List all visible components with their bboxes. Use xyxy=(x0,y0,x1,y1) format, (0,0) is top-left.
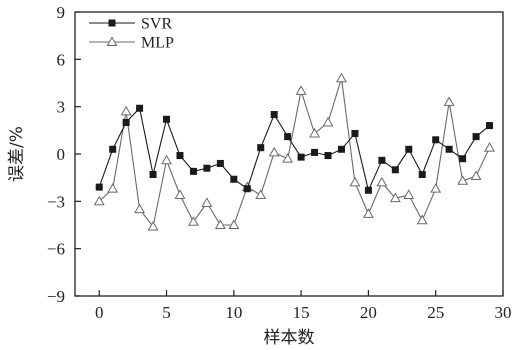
data-point-svr xyxy=(459,155,467,163)
data-point-mlp xyxy=(282,153,294,163)
data-point-mlp xyxy=(349,176,361,187)
data-point-mlp xyxy=(174,189,186,199)
legend: SVR MLP xyxy=(89,16,174,52)
x-tick-label: 30 xyxy=(495,303,512,322)
data-point-svr xyxy=(486,122,494,130)
data-point-mlp xyxy=(147,220,159,231)
x-tick-label: 10 xyxy=(225,303,242,322)
y-tick-label: −6 xyxy=(47,240,65,259)
data-point-mlp xyxy=(416,214,428,225)
data-point-mlp xyxy=(470,170,482,181)
data-point-mlp xyxy=(457,175,469,185)
y-tick-label: −9 xyxy=(47,287,65,306)
data-point-mlp xyxy=(120,105,132,116)
y-tick-label: −3 xyxy=(47,192,65,211)
x-tick-label: 5 xyxy=(162,303,171,322)
y-axis-ticks: 9 6 3 0 −3 −6 −9 xyxy=(47,3,81,306)
y-tick-label: 3 xyxy=(57,98,66,117)
data-point-svr xyxy=(284,133,292,141)
data-point-svr xyxy=(378,156,386,164)
data-point-svr xyxy=(405,145,413,153)
data-point-svr xyxy=(163,115,171,123)
x-tick-label: 20 xyxy=(360,303,377,322)
series-line-svr xyxy=(98,107,490,192)
data-point-mlp xyxy=(187,216,199,226)
x-axis-title: 样本数 xyxy=(264,328,315,348)
data-point-mlp xyxy=(430,183,442,193)
data-point-mlp xyxy=(295,85,307,95)
data-point-mlp xyxy=(134,203,146,214)
data-point-mlp xyxy=(362,208,374,218)
data-point-svr xyxy=(351,129,359,137)
legend-label-mlp: MLP xyxy=(141,35,174,52)
data-point-mlp xyxy=(336,72,347,83)
data-point-svr xyxy=(324,152,332,160)
data-point-svr xyxy=(176,152,184,160)
series-line-mlp xyxy=(98,78,490,228)
series-svr xyxy=(95,104,494,194)
data-point-mlp xyxy=(309,127,321,138)
legend-item-svr: SVR xyxy=(89,16,172,33)
data-point-svr xyxy=(149,171,157,179)
data-point-svr xyxy=(418,171,426,179)
data-point-svr xyxy=(311,148,319,156)
data-point-mlp xyxy=(443,96,455,106)
data-point-mlp xyxy=(255,189,267,199)
x-tick-label: 0 xyxy=(95,303,104,322)
x-tick-label: 15 xyxy=(293,303,310,322)
data-point-mlp xyxy=(201,197,213,207)
x-tick-label: 25 xyxy=(427,303,444,322)
y-tick-label: 9 xyxy=(57,3,66,22)
data-point-svr xyxy=(122,118,130,126)
data-point-svr xyxy=(189,167,197,175)
data-point-mlp xyxy=(161,154,172,165)
series-mlp xyxy=(93,72,496,231)
data-point-mlp xyxy=(107,183,119,193)
data-point-svr xyxy=(391,166,399,174)
data-point-mlp xyxy=(214,219,226,229)
data-point-svr xyxy=(472,133,480,141)
y-tick-label: 0 xyxy=(57,145,66,164)
data-point-svr xyxy=(230,175,238,183)
data-point-svr xyxy=(257,144,265,152)
data-point-mlp xyxy=(268,146,280,157)
x-axis-ticks: 0 5 10 15 20 25 30 xyxy=(95,290,512,322)
data-point-svr xyxy=(243,185,251,193)
y-tick-label: 6 xyxy=(57,50,66,69)
data-point-svr xyxy=(203,164,211,172)
data-point-svr xyxy=(109,145,117,153)
data-point-svr xyxy=(95,183,103,191)
data-point-svr xyxy=(364,186,372,194)
data-point-svr xyxy=(432,136,440,144)
data-point-svr xyxy=(337,145,345,153)
series-layer xyxy=(93,72,496,231)
data-point-svr xyxy=(270,111,278,119)
data-point-svr xyxy=(445,145,453,153)
legend-label-svr: SVR xyxy=(141,16,172,33)
data-point-mlp xyxy=(228,219,240,229)
data-point-svr xyxy=(297,153,305,161)
legend-marker-svr xyxy=(108,19,116,27)
data-point-svr xyxy=(136,104,144,112)
data-point-mlp xyxy=(322,116,334,127)
y-axis-title: 误差/% xyxy=(7,126,27,182)
data-point-mlp xyxy=(93,195,105,206)
data-point-svr xyxy=(216,159,224,167)
legend-item-mlp: MLP xyxy=(89,35,174,52)
data-point-mlp xyxy=(389,192,401,203)
data-point-mlp xyxy=(403,189,415,199)
legend-marker-mlp xyxy=(106,36,118,46)
data-point-mlp xyxy=(376,176,388,187)
data-point-mlp xyxy=(484,142,496,152)
